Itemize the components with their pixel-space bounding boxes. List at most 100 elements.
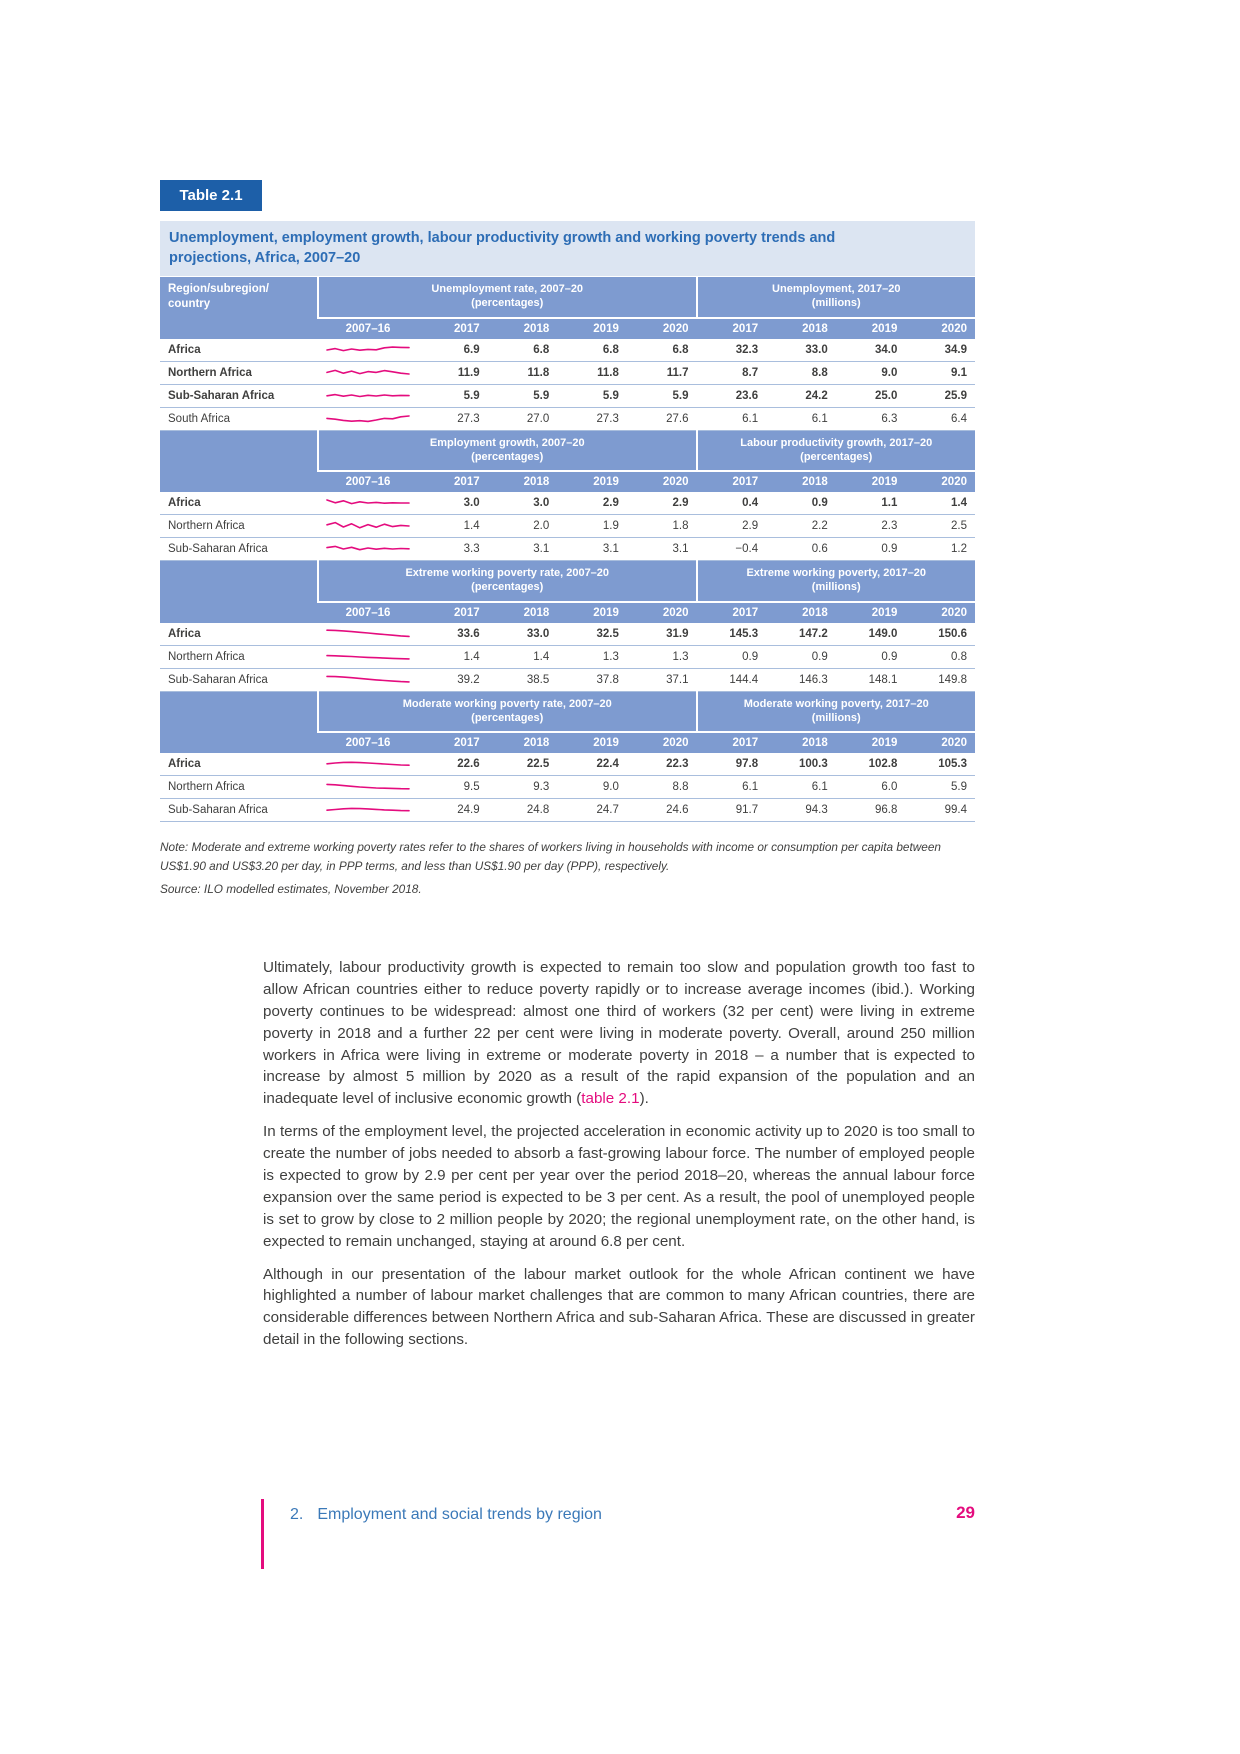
year-header: 2020 <box>626 470 697 493</box>
row-label: Northern Africa <box>160 361 318 385</box>
value-cell: 27.6 <box>626 407 697 431</box>
table-row: South Africa 27.3 27.0 27.3 27.6 6.1 6.1… <box>160 407 975 431</box>
table-header-row: Region/subregion/ country Unemployment r… <box>160 277 975 339</box>
value-cell: 0.6 <box>766 537 836 562</box>
year-header: 2018 <box>766 731 836 754</box>
table-row: Africa 22.6 22.5 22.4 22.3 97.8 100.3 10… <box>160 753 975 777</box>
value-cell: 24.9 <box>418 798 488 823</box>
value-cell: 2.9 <box>557 492 627 516</box>
year-header: 2020 <box>626 731 697 754</box>
group-title: Labour productivity growth, 2017–20 <box>740 436 933 449</box>
moderate-poverty-rate-header: Moderate working poverty rate, 2007–20 (… <box>317 691 697 733</box>
sparkline <box>318 753 418 777</box>
trend-column-header: 2007–16 <box>318 470 418 493</box>
body-text: Ultimately, labour productivity growth i… <box>263 957 975 1351</box>
value-cell: 3.3 <box>418 537 488 562</box>
value-cell: 102.8 <box>835 753 906 777</box>
value-cell: 9.0 <box>835 361 906 385</box>
value-cell: 3.0 <box>487 492 558 516</box>
value-cell: 3.1 <box>626 537 697 562</box>
value-cell: 144.4 <box>696 668 767 692</box>
table-row: Northern Africa 9.5 9.3 9.0 8.8 6.1 6.1 … <box>160 775 975 800</box>
group-title: Moderate working poverty, 2017–20 <box>743 697 929 710</box>
value-cell: 1.2 <box>905 537 975 562</box>
value-cell: 6.1 <box>696 775 767 800</box>
sparkline <box>318 407 418 431</box>
group-title: Unemployment rate, 2007–20 <box>431 283 584 295</box>
value-cell: 2.0 <box>487 514 558 539</box>
row-label: Northern Africa <box>160 645 318 669</box>
table-2-1-link[interactable]: table 2.1 <box>581 1090 640 1108</box>
value-cell: 37.8 <box>557 668 627 692</box>
year-header: 2017 <box>696 316 767 339</box>
table-2-1: Region/subregion/ country Unemployment r… <box>160 277 975 823</box>
value-cell: 23.6 <box>696 384 767 408</box>
paragraph-text: ). <box>639 1090 649 1108</box>
table-header-row: Extreme working poverty rate, 2007–20 (p… <box>160 560 975 623</box>
year-header: 2018 <box>487 600 558 623</box>
region-header-line: Region/subregion/ <box>168 283 269 295</box>
year-header: 2017 <box>696 470 767 493</box>
page-number: 29 <box>956 1503 975 1522</box>
value-cell: 5.9 <box>487 384 558 408</box>
value-cell: 33.0 <box>487 622 558 646</box>
extreme-poverty-millions-header: Extreme working poverty, 2017–20 (millio… <box>695 560 975 602</box>
row-label: Sub-Saharan Africa <box>160 668 318 692</box>
sparkline <box>318 622 418 646</box>
sparkline <box>318 775 418 800</box>
chapter-footer: 2. Employment and social trends by region <box>290 1506 602 1524</box>
value-cell: 150.6 <box>905 622 975 646</box>
value-cell: 32.3 <box>696 338 767 362</box>
value-cell: 145.3 <box>696 622 767 646</box>
sparkline <box>318 514 418 539</box>
year-header: 2020 <box>905 316 975 339</box>
value-cell: 33.0 <box>766 338 836 362</box>
year-header: 2017 <box>696 600 767 623</box>
region-column-spacer <box>160 560 318 623</box>
value-cell: 27.0 <box>487 407 558 431</box>
table-row: Sub-Saharan Africa 5.9 5.9 5.9 5.9 23.6 … <box>160 384 975 408</box>
value-cell: 149.8 <box>905 668 975 692</box>
row-label: South Africa <box>160 407 318 431</box>
year-header: 2017 <box>418 600 488 623</box>
table-row: Sub-Saharan Africa 24.9 24.8 24.7 24.6 9… <box>160 798 975 823</box>
sparkline <box>318 537 418 562</box>
value-cell: 1.3 <box>626 645 697 669</box>
value-cell: 11.8 <box>487 361 558 385</box>
year-header: 2018 <box>766 470 836 493</box>
value-cell: 22.6 <box>418 753 488 777</box>
value-cell: 37.1 <box>626 668 697 692</box>
table-row: Sub-Saharan Africa 39.2 38.5 37.8 37.1 1… <box>160 668 975 692</box>
value-cell: 8.8 <box>766 361 836 385</box>
value-cell: 34.0 <box>835 338 906 362</box>
row-label: Africa <box>160 492 318 516</box>
year-header: 2017 <box>418 731 488 754</box>
value-cell: 2.5 <box>905 514 975 539</box>
value-cell: 24.6 <box>626 798 697 823</box>
table-row: Northern Africa 1.4 2.0 1.9 1.8 2.9 2.2 … <box>160 514 975 539</box>
table-row: Northern Africa 1.4 1.4 1.3 1.3 0.9 0.9 … <box>160 645 975 669</box>
value-cell: 147.2 <box>766 622 836 646</box>
value-cell: 8.8 <box>626 775 697 800</box>
unemployment-millions-header: Unemployment, 2017–20 (millions) <box>695 277 975 318</box>
value-cell: 27.3 <box>557 407 627 431</box>
region-column-spacer <box>160 691 318 754</box>
value-cell: 2.9 <box>696 514 767 539</box>
value-cell: 39.2 <box>418 668 488 692</box>
group-title: Employment growth, 2007–20 <box>429 436 585 449</box>
value-cell: 2.3 <box>835 514 906 539</box>
row-label: Northern Africa <box>160 514 318 539</box>
value-cell: 5.9 <box>418 384 488 408</box>
value-cell: 6.8 <box>557 338 627 362</box>
value-cell: 25.0 <box>835 384 906 408</box>
year-header: 2017 <box>418 316 488 339</box>
row-label: Northern Africa <box>160 775 318 800</box>
value-cell: 149.0 <box>835 622 906 646</box>
year-header: 2020 <box>626 600 697 623</box>
value-cell: 0.9 <box>766 645 836 669</box>
region-header-line: country <box>168 297 211 310</box>
value-cell: 3.1 <box>557 537 627 562</box>
value-cell: 22.3 <box>626 753 697 777</box>
year-header-row: 2007–16 2017 2018 2019 2020 2017 2018 20… <box>160 316 975 339</box>
sparkline <box>318 798 418 823</box>
